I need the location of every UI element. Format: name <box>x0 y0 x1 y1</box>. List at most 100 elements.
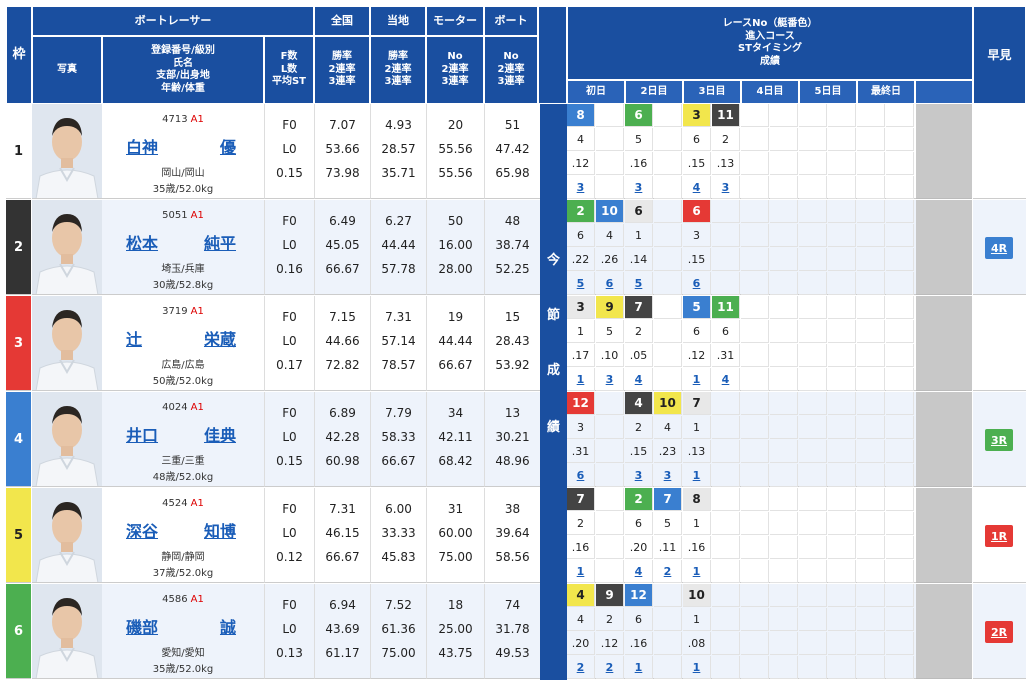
empty-cell <box>799 416 827 439</box>
empty-cell <box>857 248 885 271</box>
race-result-link[interactable]: 1 <box>683 368 711 391</box>
race-result-link[interactable]: 1 <box>625 656 653 679</box>
race-result-link[interactable]: 2 <box>654 560 682 583</box>
race-result-link[interactable]: 4 <box>712 368 740 391</box>
fl-stats-value: L0 <box>282 622 297 636</box>
empty-cell <box>741 104 769 127</box>
race-result-link[interactable]: 4 <box>625 560 653 583</box>
racer-branch: 岡山/岡山 <box>161 168 205 179</box>
race-result-link <box>596 464 624 487</box>
early-race-button[interactable]: 3R <box>985 429 1013 451</box>
race-result-link[interactable]: 1 <box>683 464 711 487</box>
st-timing: .17 <box>567 344 595 367</box>
racer-class: A1 <box>190 114 204 125</box>
empty-cell <box>886 464 914 487</box>
series-gray-column <box>916 296 972 391</box>
empty-cell <box>799 608 827 631</box>
empty-cell <box>886 176 914 199</box>
race-result-link[interactable]: 6 <box>596 272 624 295</box>
st-timing: .13 <box>683 440 711 463</box>
racer-name-link[interactable]: 磯部 誠 <box>126 614 236 638</box>
entry-course: 4 <box>654 416 682 439</box>
racer-reg: 4713 A1 <box>102 114 264 125</box>
empty-cell <box>886 632 914 655</box>
empty-cell <box>828 584 856 607</box>
header-series-title: レースNo（艇番色） 進入コース STタイミング 成績 <box>567 6 973 80</box>
fl-stats-value: F0 <box>282 406 297 420</box>
vertical-series-label: 今 節 成 績 <box>540 104 567 680</box>
st-timing: .22 <box>567 248 595 271</box>
race-result-link[interactable]: 1 <box>683 560 711 583</box>
race-result-link[interactable]: 3 <box>567 176 595 199</box>
race-result-link[interactable]: 2 <box>596 656 624 679</box>
empty-cell <box>799 536 827 559</box>
empty-cell <box>857 272 885 295</box>
early-race-button[interactable]: 4R <box>985 237 1013 259</box>
race-result-link[interactable]: 5 <box>567 272 595 295</box>
racer-age-weight: 50歳/52.0kg <box>152 376 214 387</box>
race-result-link[interactable]: 4 <box>625 368 653 391</box>
racer-info: 4713 A1 白神 優岡山/岡山 35歳/52.0kg <box>102 104 264 199</box>
hd-mo-no-1: 2連率 <box>441 63 469 75</box>
race-result-link[interactable]: 5 <box>625 272 653 295</box>
race-result-link[interactable]: 1 <box>567 368 595 391</box>
empty-cell <box>741 368 769 391</box>
entry-course: 5 <box>654 512 682 535</box>
hd-zen-rate-1: 2連率 <box>328 63 356 75</box>
empty-cell <box>886 368 914 391</box>
entry-course <box>712 416 740 439</box>
empty-cell <box>857 392 885 415</box>
fl-stats-value: F0 <box>282 598 297 612</box>
race-result-link[interactable]: 3 <box>712 176 740 199</box>
touchi-stats-value: 58.33 <box>381 430 416 444</box>
empty-cell <box>886 584 914 607</box>
zenkoku-stats-value: 45.05 <box>325 238 360 252</box>
st-timing: .16 <box>683 536 711 559</box>
entry-course: 2 <box>712 128 740 151</box>
empty-cell <box>828 536 856 559</box>
race-result-link[interactable]: 3 <box>625 464 653 487</box>
empty-cell <box>770 488 798 511</box>
day-header-4: 5日目 <box>799 80 857 104</box>
race-result-link[interactable]: 3 <box>654 464 682 487</box>
early-race-button[interactable]: 2R <box>985 621 1013 643</box>
empty-cell <box>741 176 769 199</box>
race-result-link <box>712 560 740 583</box>
empty-cell <box>799 488 827 511</box>
race-result-link[interactable]: 6 <box>683 272 711 295</box>
early-cell <box>973 296 1026 391</box>
empty-cell <box>828 272 856 295</box>
racer-class: A1 <box>190 306 204 317</box>
empty-cell <box>770 632 798 655</box>
race-result-link[interactable]: 2 <box>567 656 595 679</box>
empty-cell <box>770 584 798 607</box>
fl-stats-value: F0 <box>282 310 297 324</box>
race-result-link[interactable]: 4 <box>683 176 711 199</box>
touchi-stats: 6.27 44.44 57.78 <box>370 200 426 295</box>
race-result-link[interactable]: 1 <box>567 560 595 583</box>
race-result-link[interactable]: 6 <box>567 464 595 487</box>
race-no-badge: 5 <box>683 296 711 319</box>
empty-cell <box>770 344 798 367</box>
zenkoku-stats-value: 61.17 <box>325 646 360 660</box>
empty-cell <box>770 104 798 127</box>
racer-name-link[interactable]: 井口 佳典 <box>126 422 236 446</box>
empty-cell <box>857 632 885 655</box>
racer-name-link[interactable]: 深谷 知博 <box>126 518 236 542</box>
race-result-link[interactable]: 3 <box>596 368 624 391</box>
empty-cell <box>799 296 827 319</box>
empty-cell <box>828 152 856 175</box>
early-race-button[interactable]: 1R <box>985 525 1013 547</box>
vertical-char-2: 成 <box>546 363 560 378</box>
race-result-link[interactable]: 1 <box>683 656 711 679</box>
racer-name-link[interactable]: 松本 純平 <box>126 230 236 254</box>
racer-name-link[interactable]: 辻 栄蔵 <box>126 326 236 350</box>
race-result-link <box>712 656 740 679</box>
zenkoku-stats-value: 46.15 <box>325 526 360 540</box>
st-timing: .15 <box>625 440 653 463</box>
motor-stats: 50 16.00 28.00 <box>426 200 484 295</box>
zenkoku-stats-value: 60.98 <box>325 454 360 468</box>
race-result-link[interactable]: 3 <box>625 176 653 199</box>
racer-name-link[interactable]: 白神 優 <box>126 134 236 158</box>
